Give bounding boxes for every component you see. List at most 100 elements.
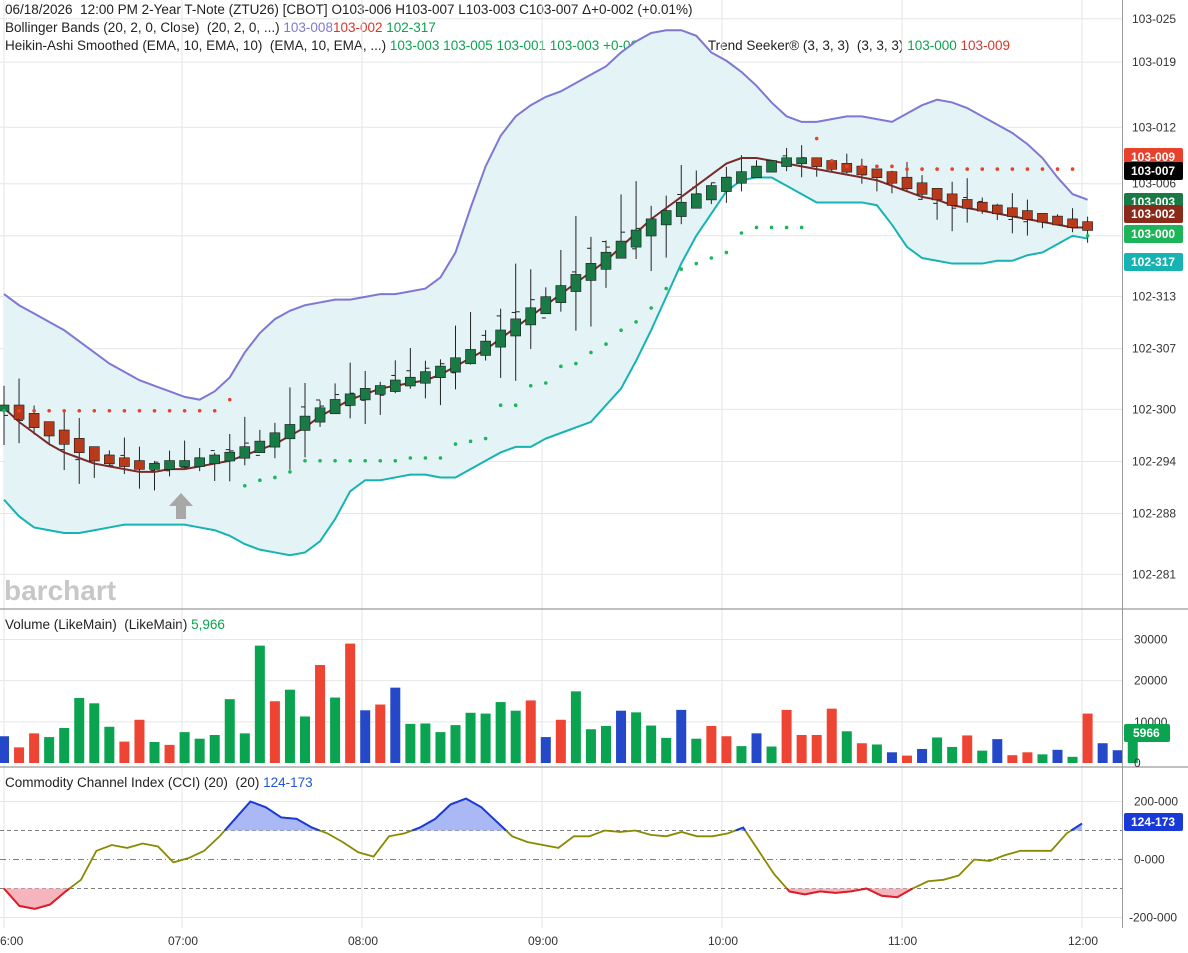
trend-seeker-dot [197, 408, 202, 413]
volume-bar [540, 737, 551, 763]
trend-seeker-dot [619, 328, 623, 333]
price-axis-label: 102-288 [1132, 507, 1176, 521]
volume-bar [977, 750, 988, 763]
trend-seeker-dot [182, 408, 187, 413]
heikin-ashi-candle-up [284, 424, 296, 440]
trend-seeker-dot [589, 350, 593, 355]
trend-seeker-dot [950, 167, 954, 171]
cci-panel[interactable] [0, 797, 1122, 910]
time-axis-label: 11:00 [888, 934, 917, 948]
heikin-ashi-candle-down [1022, 210, 1033, 220]
volume-bar [1097, 743, 1108, 763]
heikin-ashi-candle-down [119, 457, 130, 467]
heikin-ashi-candle-down [1037, 213, 1048, 223]
header-datetime: 06/18/2026 12:00 PM [5, 2, 138, 17]
heikin-ashi-candle-up [615, 240, 627, 259]
cci-overbought-line [1070, 822, 1083, 832]
header-line-2: Bollinger Bands (20, 2, 0, Close) (20, 2… [5, 20, 436, 35]
trend-seeker-dot [559, 364, 563, 369]
heikin-ashi-candle-down [104, 454, 115, 465]
trend-seeker-dot [318, 458, 322, 463]
volume-panel[interactable] [0, 643, 1138, 763]
heikin-ashi-candle-up [781, 157, 792, 167]
trend-seeker-dot [273, 475, 277, 480]
trend-seeker-dot [243, 483, 247, 488]
price-tag [1124, 225, 1183, 243]
price-axis-label: 102-300 [1132, 402, 1176, 416]
trend-seeker-dot [303, 458, 307, 463]
heikin-ashi-candle-down [901, 176, 913, 190]
trend-seeker-dot [423, 456, 428, 460]
trend-seeker-value-2: 103-009 [960, 38, 1011, 53]
price-axis-label: 103-012 [1132, 120, 1176, 134]
volume-bar [330, 697, 341, 763]
cci-axis-label: 200-000 [1134, 795, 1178, 809]
cci-overbought-line [223, 800, 321, 832]
price-tag-label: 103-002 [1131, 207, 1175, 221]
heikin-ashi-candle-up [254, 440, 266, 453]
trend-seeker-dot [333, 458, 337, 463]
price-panel[interactable] [0, 29, 1093, 557]
volume-bar [616, 710, 627, 763]
volume-bar [435, 732, 446, 763]
volume-bar [29, 733, 40, 763]
heikin-ashi-candle-up [420, 371, 431, 384]
heikin-ashi-candle-up [329, 399, 341, 415]
volume-bar [209, 735, 220, 763]
volume-bar [480, 713, 491, 763]
bollinger-lower-line [3, 176, 1088, 557]
trend-seeker-dot [1070, 167, 1075, 171]
volume-bar [601, 725, 611, 763]
trend-seeker-dot [122, 408, 127, 413]
volume-bar [300, 716, 310, 763]
volume-bar [194, 738, 205, 763]
heikin-ashi-candle-up [374, 385, 386, 395]
bollinger-lower-value: 102-317 [386, 20, 436, 35]
trend-seeker-dot [634, 320, 638, 324]
price-axis-label: 102-294 [1132, 454, 1176, 468]
bollinger-label: Bollinger Bands (20, 2, 0, Close) (20, 2… [5, 20, 280, 35]
heikin-ashi-candle-down [886, 171, 898, 184]
volume-bar [164, 744, 175, 763]
trend-seeker-dot [152, 408, 157, 413]
heikin-ashi-candle-up [540, 296, 552, 315]
volume-bar [902, 755, 912, 763]
volume-bar [44, 737, 55, 763]
volume-bar [134, 719, 145, 763]
trend-seeker-dot [17, 408, 21, 413]
volume-bar [239, 733, 250, 763]
time-axis-label: 09:00 [528, 934, 558, 948]
volume-bar [89, 703, 100, 763]
volume-bar [585, 729, 596, 763]
heikin-ashi-candle-down [1007, 207, 1018, 217]
trend-seeker-dot [1085, 233, 1090, 238]
price-tag-label: 103-009 [1131, 150, 1175, 164]
price-axis-label: 102-313 [1132, 290, 1176, 304]
heikin-ashi-candle-up [796, 157, 807, 165]
heikin-ashi-candle-down [1082, 221, 1093, 231]
price-tag-label: 102-317 [1131, 255, 1175, 269]
heikin-ashi-candle-down [871, 168, 883, 178]
heikin-ashi-candle-up [600, 251, 612, 270]
cci-axis-label: 0-000 [1134, 853, 1165, 867]
bollinger-middle-value: 103-002 [332, 20, 383, 35]
time-axis-label: 07:00 [168, 934, 198, 948]
volume-bar [841, 731, 852, 763]
trend-seeker-dot [1055, 167, 1060, 171]
volume-bar [811, 735, 822, 763]
heikin-ashi-candle-up [435, 365, 446, 378]
heikin-ashi-candle-up [480, 340, 491, 356]
volume-bar [420, 723, 431, 763]
volume-value-tag-label: 5966 [1133, 726, 1160, 740]
cci-oversold-line [786, 887, 914, 899]
volume-bar [796, 735, 807, 763]
cci-value-tag-label: 124-173 [1131, 815, 1175, 829]
heikin-ashi-candle-up [239, 446, 251, 459]
volume-bar [947, 746, 958, 763]
volume-bar [1112, 750, 1123, 763]
cci-overbought-line [411, 797, 507, 832]
volume-bar [932, 737, 943, 763]
heikin-ashi-candle-up [570, 274, 582, 292]
heikin-ashi-candle-up [555, 285, 567, 303]
